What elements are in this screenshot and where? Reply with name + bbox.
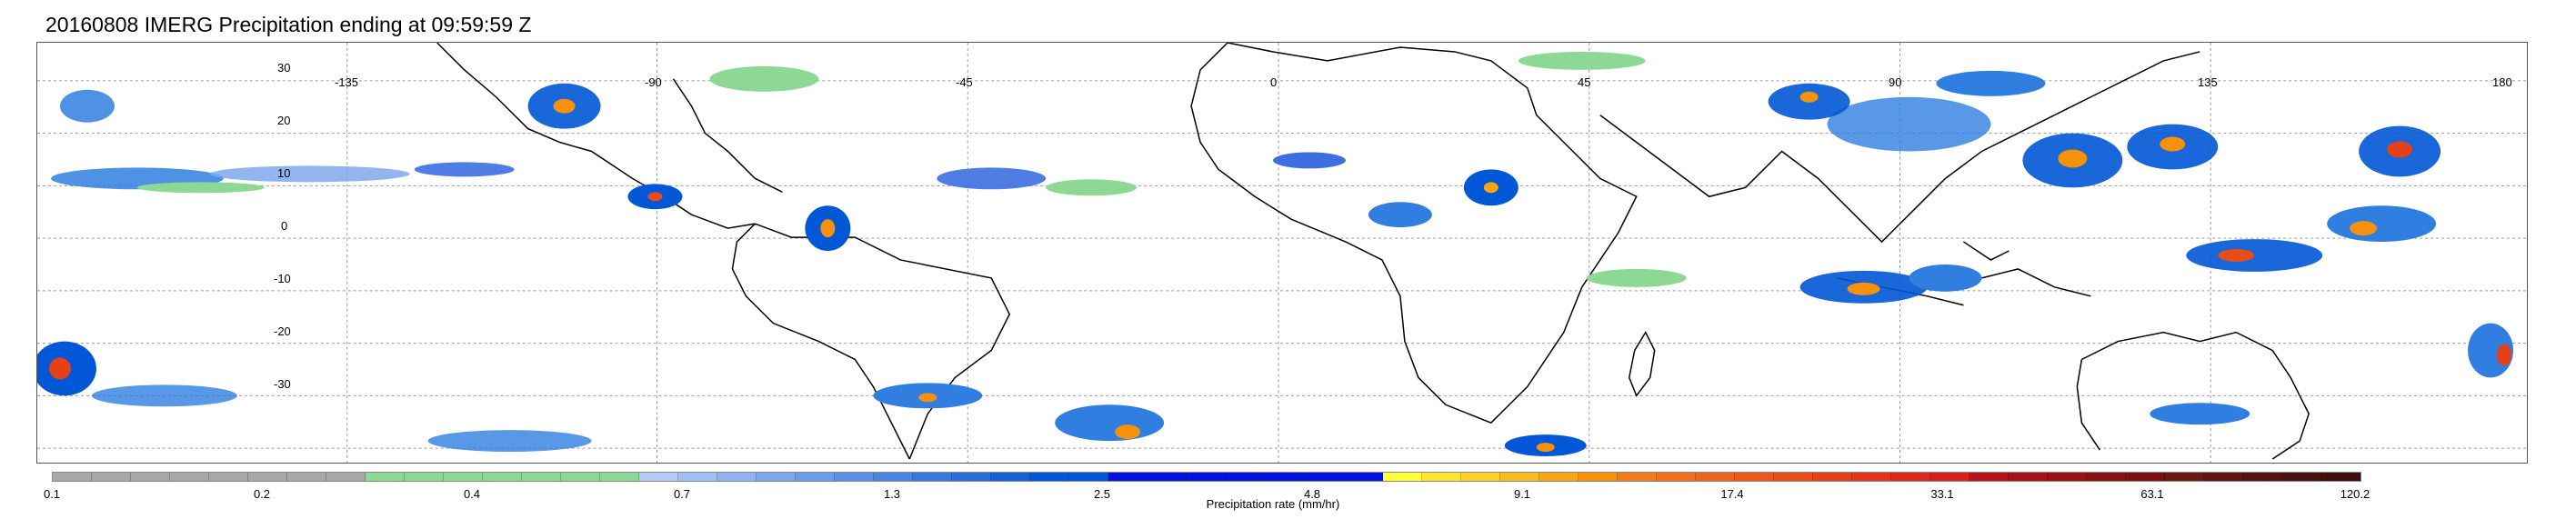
colorbar-title: Precipitation rate (mm/hr): [1206, 497, 1340, 511]
colorbar-tick-1: 0.2: [253, 487, 271, 501]
europe-africa-coast: [1190, 43, 1638, 424]
colorbar-swatch: [1499, 473, 1539, 481]
colorbar-swatch: [1148, 473, 1188, 481]
colorbar-tick-7: 9.1: [1513, 487, 1531, 501]
colorbar-tick-9: 33.1: [1930, 487, 1954, 501]
colorbar-swatch: [522, 473, 562, 481]
lon-label-135: 135: [2198, 75, 2218, 89]
colorbar-swatch: [2281, 473, 2321, 481]
map-title: 20160808 IMERG Precipitation ending at 0…: [45, 13, 532, 36]
colorbar-swatch: [678, 473, 718, 481]
colorbar-swatch: [2203, 473, 2243, 481]
colorbar-tick-2: 0.4: [463, 487, 481, 501]
colorbar-swatch: [1030, 473, 1070, 481]
lon-label-180: 180: [2492, 75, 2512, 89]
map-canvas: [37, 43, 2527, 463]
colorbar-swatch: [2125, 473, 2165, 481]
colorbar-swatch: [1812, 473, 1852, 481]
lat-label-neg30: -30: [274, 377, 291, 391]
colorbar-swatch: [874, 473, 914, 481]
colorbar-swatch: [1304, 473, 1344, 481]
precipitation-field: [37, 51, 2514, 457]
north-america-coast: [436, 43, 783, 229]
lon-label-45: 45: [1578, 75, 1591, 89]
colorbar-swatch: [952, 473, 992, 481]
colorbar-swatch: [1069, 473, 1109, 481]
lon-label-neg90: -90: [645, 75, 662, 89]
colorbar-tick-10: 63.1: [2140, 487, 2164, 501]
lat-label-neg20: -20: [274, 324, 291, 338]
colorbar-swatch: [1226, 473, 1266, 481]
colorbar-tick-11: 120.2: [2340, 487, 2371, 501]
lat-label-10: 10: [277, 166, 291, 180]
colorbar-tick-3: 0.7: [673, 487, 691, 501]
colorbar-swatch: [1578, 473, 1618, 481]
colorbar-tick-5: 2.5: [1093, 487, 1111, 501]
colorbar-tick-0: 0.1: [43, 487, 61, 501]
colorbar-swatch: [131, 473, 171, 481]
colorbar-swatch: [483, 473, 523, 481]
colorbar-swatch: [561, 473, 601, 481]
lat-label-neg10: -10: [274, 272, 291, 285]
colorbar-swatch: [991, 473, 1031, 481]
colorbar-swatch: [757, 473, 797, 481]
colorbar-swatch: [287, 473, 327, 481]
colorbar-swatch: [1695, 473, 1735, 481]
colorbar-swatch: [92, 473, 132, 481]
madagascar-coast: [1628, 331, 1656, 397]
asia-coast: [1599, 51, 2200, 244]
colorbar-swatch: [1343, 473, 1383, 481]
colorbar-tick-8: 17.4: [1720, 487, 1744, 501]
lat-label-0: 0: [281, 219, 288, 233]
colorbar-swatch: [1265, 473, 1305, 481]
colorbar-swatch: [913, 473, 953, 481]
colorbar-swatch: [1187, 473, 1227, 481]
colorbar-swatch: [1460, 473, 1500, 481]
colorbar-swatch: [2008, 473, 2048, 481]
colorbar-swatch: [209, 473, 249, 481]
colorbar-swatch: [1734, 473, 1774, 481]
colorbar-swatch: [326, 473, 366, 481]
colorbar-swatch: [248, 473, 288, 481]
colorbar-swatch: [53, 473, 93, 481]
lon-label-0: 0: [1270, 75, 1278, 89]
colorbar-swatch: [600, 473, 640, 481]
colorbar-swatch: [1617, 473, 1657, 481]
colorbar-swatch: [1656, 473, 1696, 481]
colorbar-swatch: [1969, 473, 2009, 481]
colorbar-swatch: [1539, 473, 1579, 481]
colorbar-swatch: [2164, 473, 2204, 481]
australia-coast: [2076, 331, 2310, 460]
precipitation-colorbar: [52, 472, 2361, 482]
colorbar-swatch: [170, 473, 210, 481]
colorbar-swatch: [366, 473, 406, 481]
colorbar-tick-6: 4.8: [1303, 487, 1321, 501]
colorbar-swatch: [1851, 473, 1891, 481]
colorbar-swatch: [2047, 473, 2087, 481]
colorbar-swatch: [1108, 473, 1148, 481]
lon-label-neg135: -135: [335, 75, 359, 89]
lon-label-90: 90: [1889, 75, 1902, 89]
colorbar-swatch: [717, 473, 757, 481]
lon-label-neg45: -45: [956, 75, 973, 89]
colorbar-swatch: [796, 473, 836, 481]
precipitation-map: -135 -90 -45 0 45 90 135 180 30 20 10 0 …: [36, 42, 2528, 464]
colorbar-swatch: [1382, 473, 1422, 481]
colorbar-swatch: [1773, 473, 1813, 481]
colorbar-swatch: [2086, 473, 2126, 481]
colorbar-swatch: [639, 473, 679, 481]
colorbar-swatch: [2242, 473, 2282, 481]
lat-label-30: 30: [277, 61, 291, 75]
colorbar-swatch: [2320, 473, 2360, 481]
colorbar-swatch: [1929, 473, 1970, 481]
colorbar-tick-4: 1.3: [883, 487, 901, 501]
colorbar-swatch: [1890, 473, 1930, 481]
coastlines: [436, 43, 2310, 460]
lat-label-20: 20: [277, 114, 291, 127]
colorbar-swatch: [405, 473, 445, 481]
colorbar-swatch: [444, 473, 484, 481]
map-gridlines: [37, 43, 2527, 463]
colorbar-swatch: [1421, 473, 1461, 481]
colorbar-swatch: [835, 473, 875, 481]
